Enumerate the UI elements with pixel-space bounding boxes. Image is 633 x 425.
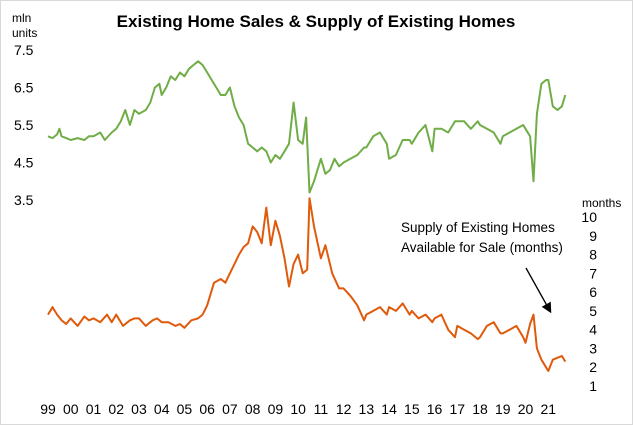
sales-series-line bbox=[47, 60, 567, 194]
right-tick-label: 2 bbox=[589, 359, 597, 375]
left-axis-ticks: 7.5 6.5 5.5 4.5 3.5 bbox=[14, 42, 34, 208]
x-tick-label: 04 bbox=[154, 401, 170, 417]
right-tick-label: 9 bbox=[589, 228, 597, 244]
x-tick-label: 16 bbox=[427, 401, 443, 417]
x-tick-label: 99 bbox=[40, 401, 56, 417]
supply-annotation-line2: Available for Sale (months) bbox=[401, 240, 563, 255]
left-tick-label: 4.5 bbox=[14, 155, 34, 171]
supply-annotation-line1: Supply of Existing Homes bbox=[401, 220, 555, 235]
x-axis-ticks: 99 00 01 02 03 04 05 06 07 08 09 10 11 12 13 14 15 16 17 18… bbox=[40, 401, 556, 417]
x-tick-label: 10 bbox=[290, 401, 306, 417]
x-tick-label: 14 bbox=[381, 401, 397, 417]
right-axis-ticks: 10 9 8 7 6 5 4 3 2 1 bbox=[581, 209, 597, 394]
supply-series-line bbox=[47, 197, 567, 372]
x-tick-label: 02 bbox=[108, 401, 124, 417]
right-tick-label: 5 bbox=[589, 303, 597, 319]
x-tick-label: 12 bbox=[336, 401, 352, 417]
x-tick-label: 05 bbox=[177, 401, 193, 417]
right-tick-label: 4 bbox=[589, 322, 597, 338]
right-unit-label: months bbox=[582, 196, 621, 210]
x-tick-label: 18 bbox=[472, 401, 488, 417]
x-tick-label: 09 bbox=[268, 401, 284, 417]
x-tick-label: 06 bbox=[199, 401, 215, 417]
x-tick-label: 15 bbox=[404, 401, 420, 417]
x-tick-label: 03 bbox=[131, 401, 147, 417]
x-tick-label: 19 bbox=[495, 401, 511, 417]
right-tick-label: 7 bbox=[589, 265, 597, 281]
right-tick-label: 8 bbox=[589, 247, 597, 263]
left-unit-line1: mln bbox=[12, 11, 31, 25]
left-tick-label: 5.5 bbox=[14, 117, 34, 133]
left-unit-line2: units bbox=[12, 26, 37, 40]
x-tick-label: 13 bbox=[359, 401, 375, 417]
x-tick-label: 00 bbox=[63, 401, 79, 417]
right-tick-label: 1 bbox=[589, 378, 597, 394]
annotation-arrow bbox=[525, 267, 552, 314]
x-tick-label: 20 bbox=[518, 401, 534, 417]
chart-title: Existing Home Sales & Supply of Existing… bbox=[117, 12, 516, 31]
x-tick-label: 21 bbox=[540, 401, 556, 417]
x-tick-label: 01 bbox=[86, 401, 102, 417]
x-tick-label: 08 bbox=[245, 401, 261, 417]
right-tick-label: 6 bbox=[589, 284, 597, 300]
left-tick-label: 3.5 bbox=[14, 192, 34, 208]
x-tick-label: 11 bbox=[314, 401, 329, 417]
right-tick-label: 10 bbox=[581, 209, 597, 225]
x-tick-label: 07 bbox=[222, 401, 238, 417]
left-tick-label: 7.5 bbox=[14, 42, 34, 58]
right-tick-label: 3 bbox=[589, 340, 597, 356]
x-tick-label: 17 bbox=[450, 401, 466, 417]
left-tick-label: 6.5 bbox=[14, 80, 34, 96]
